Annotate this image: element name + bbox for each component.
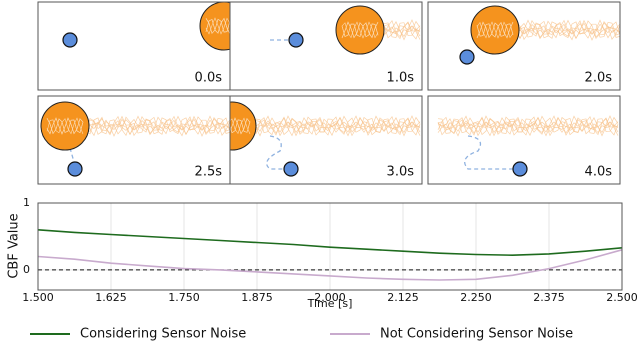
trajectory <box>437 115 619 137</box>
obstacle-trace <box>341 21 379 39</box>
panel-bg <box>230 2 422 90</box>
snapshot-panel: 3.0s <box>229 95 423 185</box>
panel-bg <box>230 96 422 184</box>
trajectory <box>379 21 421 40</box>
trajectory <box>239 115 421 137</box>
time-label: 4.0s <box>585 165 613 180</box>
trajectory <box>507 19 620 39</box>
time-label: 0.0s <box>195 71 223 86</box>
series-line <box>37 249 623 281</box>
time-label: 3.0s <box>387 165 415 180</box>
obstacle-trace <box>205 17 230 35</box>
x-tick-label: 2.250 <box>460 291 492 304</box>
panel-border <box>229 95 423 185</box>
robot <box>62 32 78 48</box>
trajectory <box>507 19 620 41</box>
x-axis-label: Time [s] <box>307 297 353 310</box>
obstacle-trace <box>230 117 251 135</box>
x-tick-label: 1.875 <box>241 291 273 304</box>
snapshot-panel: 2.0s <box>427 1 621 91</box>
robot <box>459 49 475 65</box>
trajectory <box>507 19 620 39</box>
obstacle-trace <box>476 21 514 39</box>
obstacle <box>199 2 230 51</box>
panel-content <box>38 96 230 184</box>
obstacle-trace <box>46 118 84 135</box>
obstacle-trace <box>476 21 514 39</box>
x-tick-label: 2.500 <box>606 291 638 304</box>
x-tick-label: 1.625 <box>95 291 127 304</box>
snapshot-panel: 2.5s <box>37 95 231 185</box>
legend-label: Not Considering Sensor Noise <box>380 327 573 342</box>
y-tick-label: 1 <box>23 196 30 209</box>
trajectory <box>77 115 230 137</box>
trajectory <box>379 24 421 40</box>
trajectory <box>437 116 619 136</box>
x-tick-label: 2.375 <box>533 291 565 304</box>
panel-border <box>427 95 621 185</box>
obstacle <box>230 101 257 151</box>
robot <box>283 161 299 177</box>
trajectory <box>437 115 619 137</box>
blue-path <box>266 135 285 170</box>
plot-border <box>37 202 623 291</box>
trajectory <box>77 115 230 136</box>
robot <box>288 32 304 48</box>
obstacle-trace <box>46 117 84 135</box>
panel-bg <box>428 2 620 90</box>
snapshot-panel: 1.0s <box>229 1 423 91</box>
trajectory <box>507 19 620 41</box>
trajectory <box>507 19 620 41</box>
obstacle-trace <box>230 117 251 135</box>
snapshot-panel: 4.0s <box>427 95 621 185</box>
trajectory <box>507 19 620 41</box>
trajectory <box>77 115 230 137</box>
trajectory <box>379 22 421 37</box>
blue-path <box>464 135 514 170</box>
time-label: 1.0s <box>387 71 415 86</box>
x-tick-label: 2.125 <box>387 291 419 304</box>
panel-content <box>428 96 620 184</box>
trajectory <box>239 115 421 137</box>
panel-border <box>229 1 423 91</box>
panel-content <box>230 2 422 90</box>
time-label: 2.5s <box>195 165 223 180</box>
trajectory <box>239 116 421 136</box>
obstacle-trace <box>205 17 230 35</box>
blue-path <box>69 147 75 163</box>
obstacle-trace <box>476 21 514 39</box>
obstacle-trace <box>341 21 379 39</box>
trajectory <box>379 21 421 40</box>
y-axis-label: CBF Value <box>7 213 22 278</box>
robot <box>512 161 528 177</box>
y-tick-label: 0 <box>23 263 30 276</box>
series-line <box>37 229 623 257</box>
trajectory <box>239 115 421 137</box>
robot <box>67 161 83 177</box>
x-tick-label: 2.000 <box>314 291 346 304</box>
obstacle-trace <box>205 18 230 34</box>
panel-border <box>427 1 621 91</box>
panel-content <box>230 96 422 184</box>
x-tick-label: 1.500 <box>22 291 54 304</box>
x-tick-label: 1.750 <box>168 291 200 304</box>
obstacle-trace <box>230 119 251 134</box>
panel-content <box>38 2 230 90</box>
time-label: 2.0s <box>585 71 613 86</box>
snapshot-panel: 0.0s <box>37 1 231 91</box>
trajectory <box>437 115 619 137</box>
obstacle-trace <box>46 117 84 135</box>
panel-content <box>428 2 620 90</box>
legend-label: Considering Sensor Noise <box>80 327 246 342</box>
obstacle-trace <box>341 21 379 39</box>
